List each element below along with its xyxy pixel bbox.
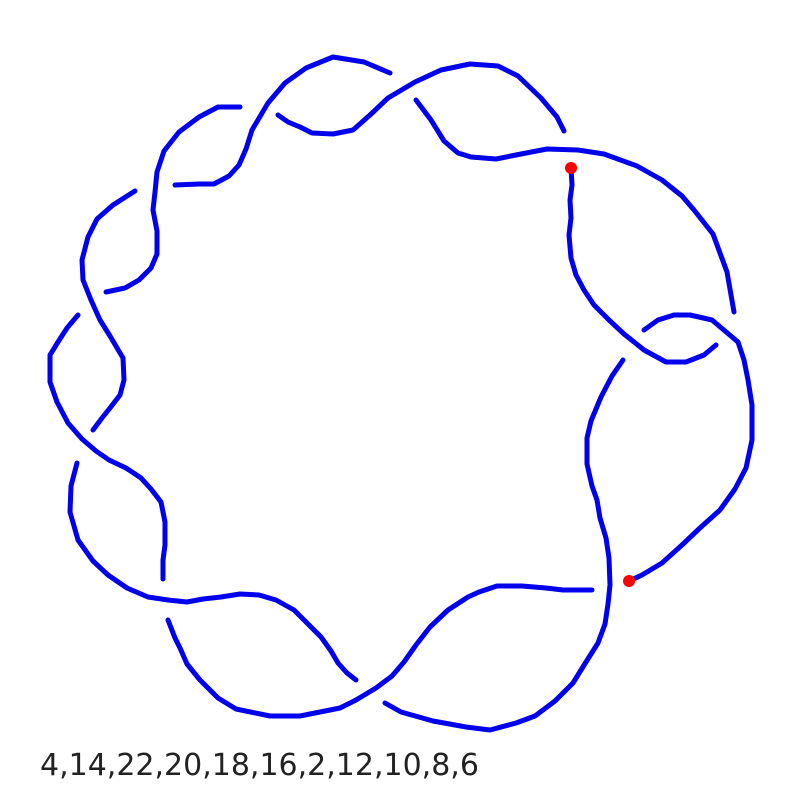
endpoint-dot [623, 575, 635, 587]
knot-endpoints [565, 162, 635, 587]
knot-strand [79, 188, 138, 433]
knot-strands [47, 54, 755, 733]
knot-strand [275, 61, 567, 137]
knot-strand [566, 165, 719, 365]
knot-strand [413, 97, 737, 315]
knot-strand [382, 357, 626, 733]
knot-strand [172, 54, 393, 188]
knot-strand [67, 460, 359, 683]
endpoint-dot [565, 162, 577, 174]
knot-strand [47, 312, 168, 582]
knot-strand [626, 312, 755, 584]
knot-strand [165, 583, 595, 719]
dowker-code-label: 4,14,22,20,18,16,2,12,10,8,6 [40, 748, 479, 783]
knot-strand [103, 104, 243, 295]
